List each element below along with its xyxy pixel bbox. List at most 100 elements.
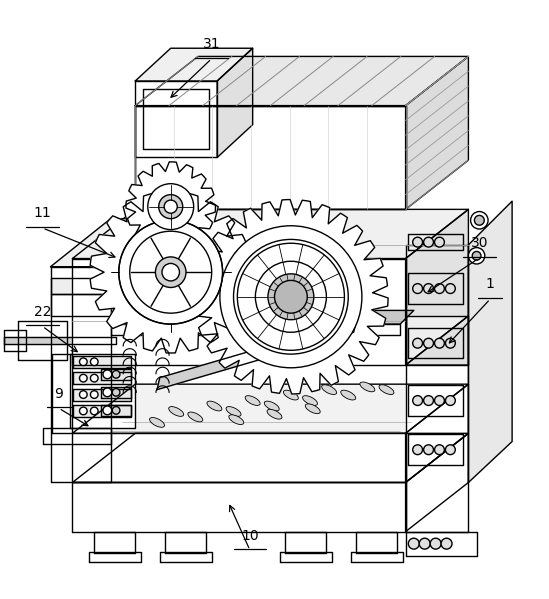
Ellipse shape: [283, 390, 298, 400]
Circle shape: [445, 395, 455, 406]
Polygon shape: [406, 210, 468, 365]
Polygon shape: [51, 219, 171, 267]
Circle shape: [435, 284, 444, 294]
Polygon shape: [74, 405, 131, 417]
Polygon shape: [408, 234, 463, 250]
Circle shape: [80, 407, 87, 415]
Ellipse shape: [305, 404, 320, 414]
Circle shape: [435, 237, 444, 247]
Circle shape: [119, 220, 222, 324]
Polygon shape: [406, 532, 477, 556]
Text: 22: 22: [33, 305, 51, 319]
Circle shape: [113, 389, 120, 396]
Polygon shape: [406, 316, 468, 365]
Polygon shape: [101, 405, 131, 416]
Ellipse shape: [188, 412, 203, 422]
Circle shape: [435, 445, 444, 455]
Polygon shape: [408, 385, 463, 416]
Circle shape: [274, 280, 307, 313]
Circle shape: [424, 338, 434, 348]
Polygon shape: [111, 310, 414, 324]
Text: 11: 11: [33, 206, 51, 220]
Ellipse shape: [341, 390, 356, 400]
Polygon shape: [72, 482, 406, 532]
Circle shape: [474, 216, 484, 225]
Circle shape: [113, 371, 120, 378]
Circle shape: [148, 184, 194, 229]
Polygon shape: [408, 434, 463, 465]
Circle shape: [91, 407, 98, 415]
Polygon shape: [135, 49, 253, 81]
Polygon shape: [280, 552, 332, 562]
Circle shape: [103, 370, 112, 379]
Polygon shape: [468, 201, 512, 482]
Polygon shape: [74, 372, 131, 384]
Polygon shape: [4, 337, 116, 344]
Polygon shape: [135, 81, 217, 158]
Circle shape: [424, 284, 434, 294]
Text: 10: 10: [241, 528, 259, 543]
Circle shape: [435, 395, 444, 406]
Circle shape: [103, 406, 112, 415]
Polygon shape: [406, 245, 468, 532]
Circle shape: [164, 200, 177, 213]
Polygon shape: [406, 433, 468, 532]
Ellipse shape: [226, 407, 241, 416]
Ellipse shape: [229, 415, 244, 425]
Polygon shape: [43, 428, 111, 444]
Circle shape: [268, 274, 314, 320]
Polygon shape: [18, 321, 67, 359]
Polygon shape: [408, 328, 463, 358]
Circle shape: [220, 226, 362, 368]
Circle shape: [80, 358, 87, 365]
Polygon shape: [194, 199, 388, 394]
Circle shape: [162, 264, 180, 281]
Circle shape: [413, 445, 423, 455]
Polygon shape: [160, 552, 212, 562]
Polygon shape: [406, 56, 468, 210]
Ellipse shape: [149, 418, 165, 427]
Circle shape: [468, 247, 485, 264]
Polygon shape: [72, 433, 406, 482]
Polygon shape: [72, 259, 406, 365]
Circle shape: [419, 538, 430, 549]
Circle shape: [408, 538, 419, 549]
Circle shape: [155, 257, 186, 288]
Polygon shape: [356, 532, 397, 553]
Circle shape: [445, 284, 455, 294]
Polygon shape: [351, 552, 403, 562]
Polygon shape: [165, 532, 206, 553]
Ellipse shape: [379, 385, 394, 395]
Polygon shape: [51, 278, 111, 294]
Polygon shape: [74, 389, 131, 401]
Circle shape: [91, 358, 98, 365]
Circle shape: [159, 195, 183, 219]
Polygon shape: [101, 369, 131, 380]
Polygon shape: [4, 329, 26, 352]
Circle shape: [424, 395, 434, 406]
Ellipse shape: [267, 409, 282, 419]
Circle shape: [80, 374, 87, 382]
Polygon shape: [126, 162, 216, 252]
Polygon shape: [72, 433, 468, 482]
Polygon shape: [408, 273, 463, 304]
Polygon shape: [51, 294, 111, 316]
Circle shape: [470, 211, 488, 229]
Circle shape: [80, 391, 87, 398]
Polygon shape: [111, 324, 400, 335]
Text: 1: 1: [486, 277, 495, 291]
Circle shape: [424, 445, 434, 455]
Ellipse shape: [322, 385, 337, 395]
Ellipse shape: [207, 401, 222, 411]
Circle shape: [472, 252, 481, 260]
Polygon shape: [89, 552, 141, 562]
Circle shape: [91, 374, 98, 382]
Ellipse shape: [302, 396, 317, 406]
Polygon shape: [135, 105, 406, 210]
Polygon shape: [406, 384, 468, 482]
Ellipse shape: [245, 396, 260, 406]
Polygon shape: [217, 49, 253, 158]
Circle shape: [233, 240, 348, 354]
Circle shape: [430, 538, 441, 549]
Polygon shape: [101, 387, 131, 398]
